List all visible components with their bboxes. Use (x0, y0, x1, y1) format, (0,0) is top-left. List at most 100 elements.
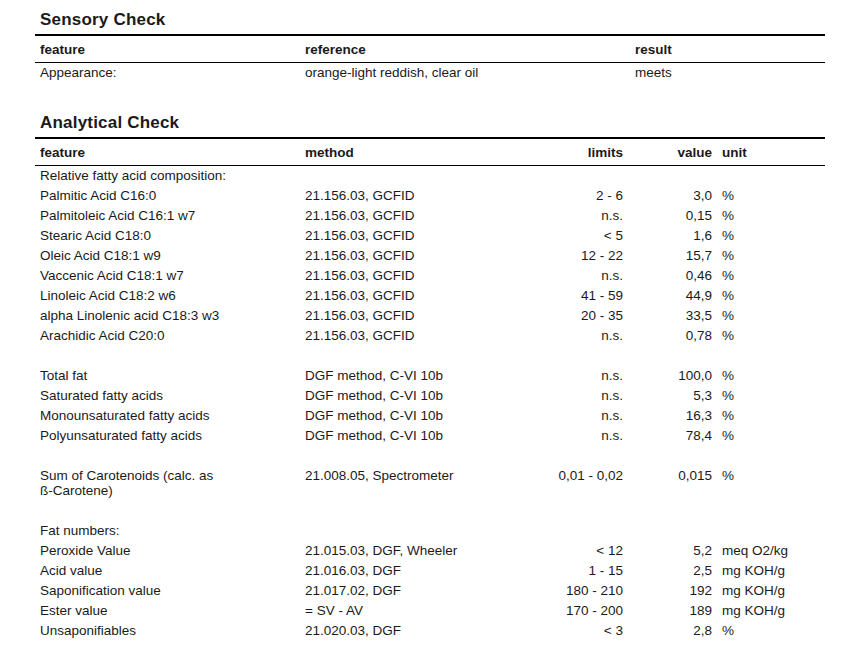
cell-value: 5,2 (623, 541, 712, 561)
cell-value: 0,46 (623, 266, 712, 286)
table-row: Acid value21.016.03, DGF1 - 152,5mg KOH/… (35, 561, 825, 581)
cell-value (623, 501, 712, 521)
table-row: Arachidic Acid C20:021.156.03, GCFIDn.s.… (35, 326, 825, 346)
analytical-table: feature method limits value unit Relativ… (35, 137, 825, 641)
cell-value: 3,0 (623, 186, 712, 206)
cell-unit: % (712, 286, 825, 306)
cell-method: 21.008.05, Spectrometer (305, 466, 540, 501)
cell-feature: Sum of Carotenoids (calc. as ß-Carotene) (35, 466, 305, 501)
cell-unit: % (712, 266, 825, 286)
cell-limits: n.s. (540, 426, 623, 446)
table-row (35, 446, 825, 466)
sensory-col-header-reference: reference (305, 35, 635, 63)
cell-unit: % (712, 306, 825, 326)
cell-method: 21.015.03, DGF, Wheeler (305, 541, 540, 561)
table-row: Fat numbers: (35, 521, 825, 541)
cell-unit (712, 521, 825, 541)
cell-unit: mg KOH/g (712, 561, 825, 581)
cell-unit: % (712, 206, 825, 226)
cell-value: 100,0 (623, 366, 712, 386)
cell-feature: Polyunsaturated fatty acids (35, 426, 305, 446)
table-row: Appearance:orange-light reddish, clear o… (35, 63, 825, 84)
cell-method: 21.156.03, GCFID (305, 266, 540, 286)
table-row: Saturated fatty acidsDGF method, C-VI 10… (35, 386, 825, 406)
cell-method (305, 521, 540, 541)
cell-unit (712, 166, 825, 187)
cell-feature: Acid value (35, 561, 305, 581)
cell-feature (35, 446, 305, 466)
cell-method: DGF method, C-VI 10b (305, 386, 540, 406)
cell-limits: 1 - 15 (540, 561, 623, 581)
table-row (35, 346, 825, 366)
cell-value (623, 446, 712, 466)
cell-feature: Linoleic Acid C18:2 w6 (35, 286, 305, 306)
cell-value: 189 (623, 601, 712, 621)
cell-unit: % (712, 326, 825, 346)
cell-limits: n.s. (540, 386, 623, 406)
cell-feature (35, 346, 305, 366)
cell-method: DGF method, C-VI 10b (305, 406, 540, 426)
cell-limits (540, 521, 623, 541)
cell-feature: Monounsaturated fatty acids (35, 406, 305, 426)
cell-method: 21.156.03, GCFID (305, 286, 540, 306)
cell-feature: Arachidic Acid C20:0 (35, 326, 305, 346)
cell-method: 21.020.03, DGF (305, 621, 540, 641)
sensory-check-section: Sensory Check feature reference result A… (35, 10, 825, 83)
table-row: Monounsaturated fatty acidsDGF method, C… (35, 406, 825, 426)
cell-method (305, 446, 540, 466)
cell-limits: < 3 (540, 621, 623, 641)
table-row (35, 501, 825, 521)
cell-value: 15,7 (623, 246, 712, 266)
cell-method: DGF method, C-VI 10b (305, 426, 540, 446)
table-row: alpha Linolenic acid C18:3 w321.156.03, … (35, 306, 825, 326)
table-row: Palmitoleic Acid C16:1 w721.156.03, GCFI… (35, 206, 825, 226)
analytical-col-header-limits: limits (540, 138, 623, 166)
cell-feature: Saponification value (35, 581, 305, 601)
cell-unit: % (712, 406, 825, 426)
cell-limits: 41 - 59 (540, 286, 623, 306)
cell-value: 16,3 (623, 406, 712, 426)
sensory-col-header-feature: feature (35, 35, 305, 63)
table-row: Palmitic Acid C16:021.156.03, GCFID2 - 6… (35, 186, 825, 206)
cell-limits: 0,01 - 0,02 (540, 466, 623, 501)
analytical-header-row: feature method limits value unit (35, 138, 825, 166)
cell-method: 21.017.02, DGF (305, 581, 540, 601)
cell-value: 2,5 (623, 561, 712, 581)
cell-method: 21.156.03, GCFID (305, 306, 540, 326)
cell-value: 1,6 (623, 226, 712, 246)
cell-value: 192 (623, 581, 712, 601)
cell-method (305, 346, 540, 366)
cell-feature: Unsaponifiables (35, 621, 305, 641)
cell-feature: Relative fatty acid composition: (35, 166, 305, 187)
cell-value: 5,3 (623, 386, 712, 406)
table-row: Total fatDGF method, C-VI 10bn.s.100,0% (35, 366, 825, 386)
table-row: Unsaponifiables21.020.03, DGF< 32,8% (35, 621, 825, 641)
cell-unit: meq O2/kg (712, 541, 825, 561)
cell-value: 2,8 (623, 621, 712, 641)
analytical-col-header-unit: unit (712, 138, 825, 166)
cell-result: meets (635, 63, 825, 84)
cell-limits: n.s. (540, 206, 623, 226)
cell-limits: 12 - 22 (540, 246, 623, 266)
table-row: Saponification value21.017.02, DGF180 - … (35, 581, 825, 601)
cell-feature: Vaccenic Acid C18:1 w7 (35, 266, 305, 286)
cell-limits (540, 346, 623, 366)
cell-unit: % (712, 246, 825, 266)
analytical-col-header-method: method (305, 138, 540, 166)
cell-feature: Palmitoleic Acid C16:1 w7 (35, 206, 305, 226)
cell-unit: mg KOH/g (712, 581, 825, 601)
cell-method (305, 166, 540, 187)
cell-feature: Saturated fatty acids (35, 386, 305, 406)
cell-limits: 2 - 6 (540, 186, 623, 206)
cell-unit (712, 346, 825, 366)
cell-unit: % (712, 366, 825, 386)
cell-limits: n.s. (540, 406, 623, 426)
analytical-col-header-feature: feature (35, 138, 305, 166)
cell-limits: n.s. (540, 366, 623, 386)
cell-value: 0,15 (623, 206, 712, 226)
cell-feature (35, 501, 305, 521)
cell-limits: < 5 (540, 226, 623, 246)
analytical-section-title: Analytical Check (40, 113, 825, 137)
sensory-header-row: feature reference result (35, 35, 825, 63)
cell-limits (540, 501, 623, 521)
